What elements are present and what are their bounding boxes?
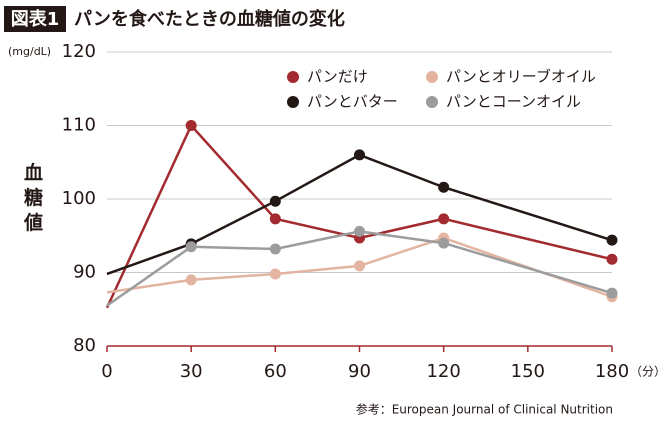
- legend-label: パンとバター: [307, 93, 398, 111]
- data-point: [438, 213, 450, 225]
- y-label: 血糖値: [21, 161, 44, 237]
- y-tick-label: 80: [73, 335, 96, 356]
- y-unit: (mg/dL): [8, 45, 51, 58]
- data-point: [185, 120, 197, 131]
- data-point: [606, 287, 618, 299]
- legend-marker: [426, 71, 438, 83]
- badge: 図表1: [11, 8, 60, 30]
- series-line: [106, 153, 613, 276]
- data-point: [185, 274, 197, 286]
- data-point: [269, 243, 281, 255]
- x-tick-label: 0: [101, 361, 112, 382]
- legend-label: パンとコーンオイル: [446, 93, 581, 111]
- badge-box: [4, 6, 66, 32]
- y-tick-label: 100: [62, 188, 96, 209]
- data-point: [269, 213, 281, 225]
- data-point: [269, 195, 281, 207]
- y-tick-label: 110: [62, 115, 96, 136]
- x-tick-label: 60: [264, 361, 287, 382]
- data-point: [438, 237, 450, 249]
- chart-title: パンを食べたときの血糖値の変化: [74, 8, 345, 30]
- y-tick-label: 90: [73, 262, 96, 283]
- legend-marker: [287, 96, 299, 108]
- data-point: [438, 181, 450, 193]
- data-point: [606, 253, 618, 265]
- data-point: [354, 149, 365, 161]
- legend-label: パンだけ: [307, 68, 368, 86]
- series-line: [105, 123, 613, 309]
- data-point: [354, 225, 365, 237]
- x-tick-label: 30: [180, 361, 203, 382]
- data-point: [269, 268, 281, 280]
- data-point: [354, 260, 365, 272]
- series-line: [106, 236, 613, 298]
- legend-label: パンとオリーブオイル: [446, 68, 596, 86]
- x-tick-label: 90: [348, 361, 371, 382]
- data-point: [185, 241, 197, 253]
- x-unit: （分）: [630, 365, 666, 379]
- legend-marker: [426, 96, 438, 108]
- legend-marker: [287, 71, 299, 83]
- x-tick-label: 150: [511, 361, 545, 382]
- y-tick-label: 120: [62, 41, 96, 62]
- x-tick-label: 180: [595, 361, 629, 382]
- data-point: [606, 234, 618, 246]
- source: 参考：European Journal of Clinical Nutritio…: [356, 402, 613, 417]
- series-line: [106, 230, 613, 307]
- x-tick-label: 120: [426, 361, 460, 382]
